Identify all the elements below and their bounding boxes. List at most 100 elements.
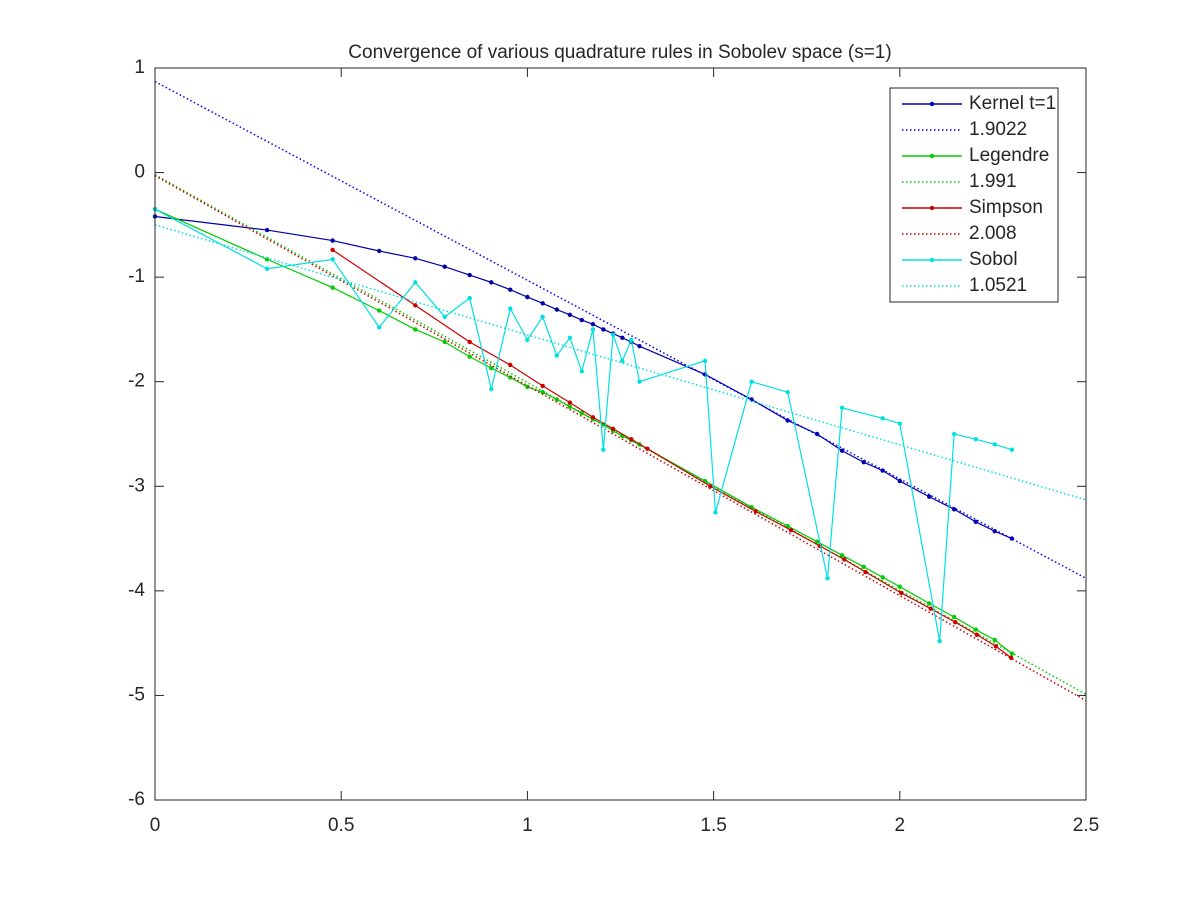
data-point bbox=[567, 335, 573, 340]
x-tick-label: 2.5 bbox=[1073, 815, 1099, 836]
data-point bbox=[508, 362, 513, 368]
data-point bbox=[953, 620, 958, 625]
data-point bbox=[785, 389, 790, 395]
data-point bbox=[525, 294, 530, 300]
data-point bbox=[713, 510, 718, 515]
data-point bbox=[467, 339, 472, 345]
legend-label: Simpson bbox=[969, 197, 1043, 218]
data-point bbox=[839, 553, 845, 558]
data-point bbox=[376, 308, 382, 313]
legend-marker bbox=[929, 153, 935, 159]
data-point bbox=[489, 280, 494, 285]
data-point bbox=[330, 247, 335, 253]
legend-label: Kernel t=1 bbox=[969, 93, 1056, 114]
data-point bbox=[442, 314, 447, 320]
data-point bbox=[413, 327, 418, 332]
y-tick-label: -4 bbox=[128, 580, 145, 601]
data-point bbox=[508, 306, 513, 311]
data-point bbox=[330, 257, 335, 262]
data-point bbox=[1009, 447, 1015, 452]
data-point bbox=[702, 358, 708, 363]
data-point bbox=[376, 325, 382, 330]
data-point bbox=[567, 400, 573, 405]
data-point bbox=[839, 405, 845, 411]
legend-box bbox=[889, 87, 1059, 303]
data-point bbox=[567, 312, 573, 317]
data-point bbox=[863, 569, 868, 575]
legend-label: 1.991 bbox=[969, 171, 1017, 192]
data-point bbox=[508, 375, 513, 380]
data-point bbox=[413, 256, 418, 261]
data-point bbox=[708, 484, 713, 489]
data-point bbox=[467, 295, 472, 301]
data-point bbox=[637, 379, 642, 384]
data-point bbox=[525, 337, 530, 343]
data-point bbox=[897, 421, 902, 426]
data-point bbox=[880, 575, 885, 580]
data-point bbox=[973, 519, 978, 525]
data-point bbox=[264, 257, 270, 262]
data-point bbox=[413, 280, 418, 285]
data-point bbox=[264, 266, 270, 271]
data-point bbox=[489, 386, 494, 392]
data-point bbox=[993, 644, 999, 649]
data-point bbox=[927, 601, 932, 606]
chart-title: Convergence of various quadrature rules … bbox=[348, 42, 891, 63]
x-tick-label: 2 bbox=[895, 815, 906, 836]
data-point bbox=[973, 437, 978, 442]
data-point bbox=[554, 307, 560, 312]
data-point bbox=[264, 227, 270, 233]
data-point bbox=[897, 478, 902, 484]
data-point bbox=[897, 584, 902, 589]
data-point bbox=[610, 332, 616, 337]
data-point bbox=[579, 369, 584, 374]
legend-label: 1.0521 bbox=[969, 275, 1027, 296]
data-point bbox=[842, 557, 847, 562]
y-tick-label: -1 bbox=[128, 266, 145, 287]
data-point bbox=[330, 238, 335, 243]
data-point bbox=[579, 317, 584, 323]
data-point bbox=[590, 322, 596, 327]
data-point bbox=[927, 494, 932, 499]
data-point bbox=[554, 353, 560, 358]
data-point bbox=[601, 327, 606, 332]
data-point bbox=[629, 337, 634, 343]
y-tick-label: 0 bbox=[134, 162, 145, 183]
y-tick-label: 1 bbox=[134, 57, 145, 78]
data-point bbox=[620, 358, 625, 363]
data-point bbox=[861, 564, 866, 570]
data-point bbox=[442, 339, 447, 345]
data-point bbox=[601, 447, 606, 452]
legend-label: Legendre bbox=[969, 145, 1049, 166]
data-point bbox=[839, 448, 845, 453]
legend-marker bbox=[929, 101, 935, 107]
data-point bbox=[540, 301, 545, 306]
data-point bbox=[992, 442, 997, 447]
data-point bbox=[567, 404, 573, 410]
data-point bbox=[788, 528, 794, 533]
legend-label: 2.008 bbox=[969, 223, 1017, 244]
y-tick-label: -5 bbox=[128, 684, 145, 705]
data-point bbox=[590, 327, 596, 332]
x-tick-label: 1.5 bbox=[700, 815, 726, 836]
data-point bbox=[467, 354, 472, 359]
data-point bbox=[467, 272, 472, 278]
data-point bbox=[645, 446, 650, 451]
data-point bbox=[590, 415, 596, 420]
data-point bbox=[814, 539, 820, 544]
legend-marker bbox=[929, 257, 935, 263]
data-point bbox=[861, 460, 866, 465]
data-point bbox=[1009, 651, 1015, 656]
legend: Kernel t=1 1.9022 Legendre 1.991 Simpson 2.00… bbox=[889, 87, 1059, 303]
data-point bbox=[413, 303, 418, 308]
data-point bbox=[442, 264, 447, 269]
data-point bbox=[629, 437, 634, 442]
data-point bbox=[376, 248, 382, 254]
data-point bbox=[951, 614, 957, 620]
legend-marker bbox=[929, 205, 935, 211]
data-point bbox=[489, 365, 494, 371]
legend-label: Sobol bbox=[969, 249, 1018, 270]
data-point bbox=[928, 606, 933, 611]
x-tick-label: 0 bbox=[150, 815, 161, 836]
